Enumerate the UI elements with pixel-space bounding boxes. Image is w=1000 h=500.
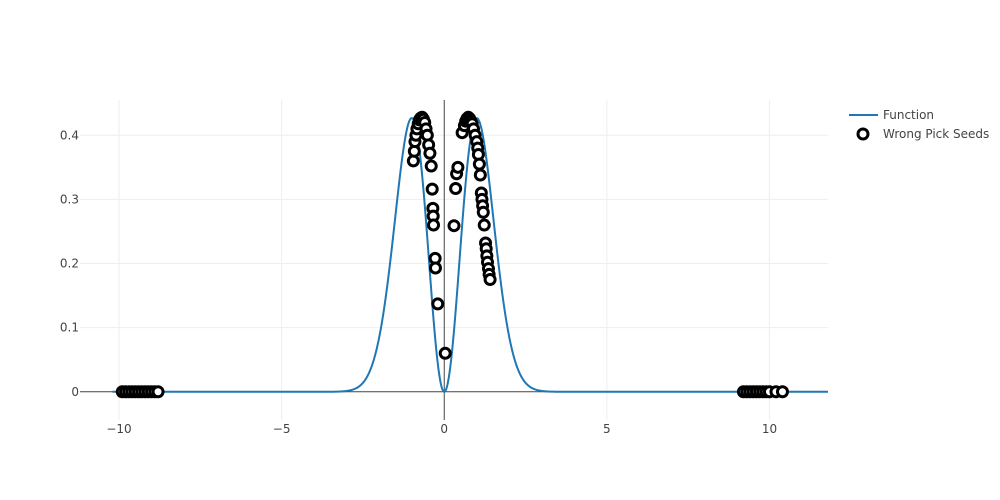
legend-seeds-label: Wrong Pick Seeds	[883, 127, 989, 141]
x-tick-label: −10	[106, 422, 131, 436]
legend-function-label: Function	[883, 108, 934, 122]
legend-seeds-swatch	[856, 127, 870, 141]
tick-labels: −10 −5 0 5 10 0 0.1 0.2 0.3 0.4	[60, 128, 777, 436]
seed-point	[425, 182, 439, 196]
y-tick-label: 0.3	[60, 192, 79, 206]
plot-area	[112, 110, 828, 399]
seed-point	[451, 160, 465, 174]
seed-point	[438, 346, 452, 360]
x-tick-label: 5	[603, 422, 611, 436]
seed-point	[477, 218, 491, 232]
y-tick-label: 0	[71, 385, 79, 399]
seed-point	[473, 168, 487, 182]
seed-point	[775, 385, 789, 399]
x-tick-label: −5	[273, 422, 291, 436]
x-tick-label: 10	[762, 422, 777, 436]
seed-point	[431, 297, 445, 311]
seed-point	[483, 273, 497, 287]
seed-point	[476, 205, 490, 219]
y-tick-label: 0.1	[60, 321, 79, 335]
seed-point	[449, 182, 463, 195]
seed-point	[428, 261, 442, 275]
x-tick-label: 0	[440, 422, 448, 436]
y-tick-label: 0.2	[60, 257, 79, 271]
axes	[80, 100, 828, 420]
legend: Function Wrong Pick Seeds	[849, 108, 989, 141]
gridlines	[80, 100, 828, 420]
seed-point	[151, 385, 165, 399]
seed-point	[424, 159, 438, 173]
function-series-line	[112, 117, 828, 393]
seed-point	[427, 218, 441, 232]
seed-point	[423, 146, 437, 160]
seed-point	[447, 219, 461, 233]
y-tick-label: 0.4	[60, 128, 79, 142]
seed-point	[472, 157, 486, 171]
